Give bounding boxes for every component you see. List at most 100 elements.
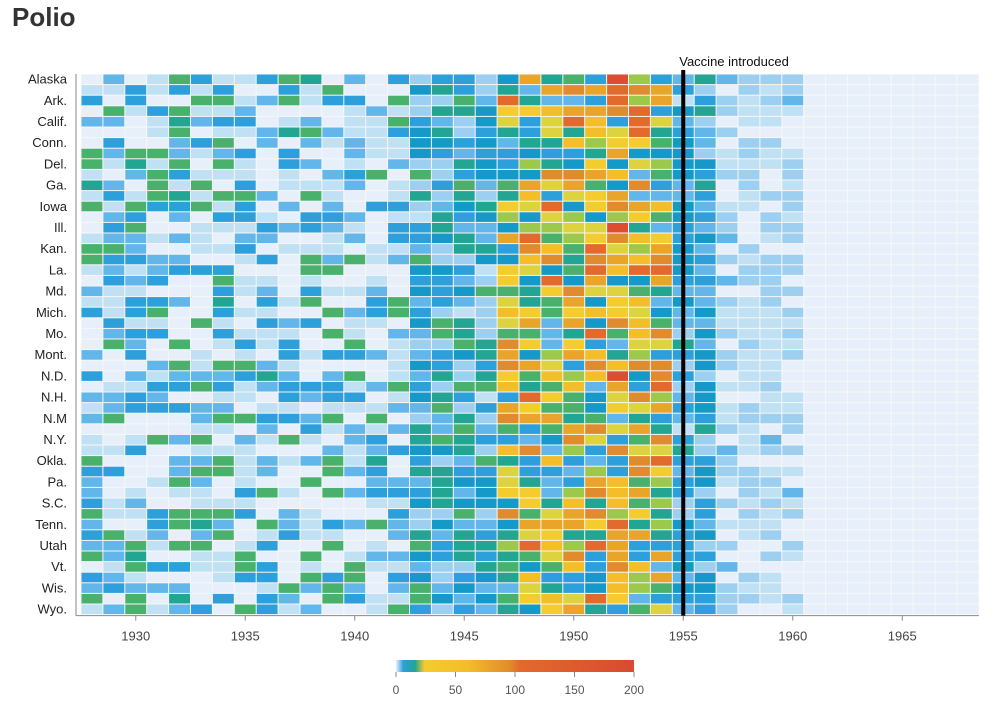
heatmap-cell [935, 254, 957, 265]
heatmap-cell [431, 487, 453, 498]
heatmap-cell [585, 297, 607, 307]
heatmap-cell [81, 116, 103, 127]
heatmap-cell [519, 572, 541, 583]
heatmap-cell [234, 509, 256, 519]
heatmap-cell [935, 212, 957, 222]
heatmap-cell [278, 392, 300, 403]
heatmap-cell [563, 95, 585, 106]
heatmap-cell [388, 456, 409, 466]
heatmap-cell [738, 413, 760, 424]
heatmap-cell [256, 275, 278, 286]
heatmap-cell [848, 297, 869, 307]
heatmap-cell [629, 318, 650, 328]
heatmap-cell [497, 371, 519, 381]
heatmap-cell [147, 233, 169, 244]
heatmap-cell [169, 180, 190, 191]
heatmap-cell [891, 328, 913, 339]
heatmap-cell [103, 583, 125, 593]
heatmap-cell [322, 244, 344, 254]
heatmap-cell [563, 413, 585, 424]
heatmap-cell [147, 307, 169, 318]
heatmap-cell [607, 169, 628, 180]
heatmap-cell [388, 562, 409, 572]
heatmap-cell [804, 222, 826, 233]
heatmap-cell [81, 392, 103, 403]
heatmap-cell [475, 180, 497, 191]
heatmap-cell [212, 222, 234, 233]
heatmap-cell [212, 307, 234, 318]
heatmap-cell [650, 360, 672, 371]
heatmap-cell [234, 244, 256, 254]
heatmap-cell [212, 138, 234, 148]
heatmap-cell [212, 350, 234, 360]
heatmap-cell [804, 116, 826, 127]
heatmap-cell [519, 212, 541, 222]
heatmap-cell [694, 456, 716, 466]
heatmap-cell [957, 180, 979, 191]
heatmap-cell [344, 381, 366, 392]
heatmap-cell [935, 424, 957, 434]
heatmap-cell [366, 477, 388, 487]
heatmap-cell [869, 360, 891, 371]
heatmap-cell [300, 191, 322, 201]
heatmap-cell [913, 254, 935, 265]
heatmap-cell [81, 477, 103, 487]
heatmap-cell [234, 328, 256, 339]
heatmap-cell [322, 233, 344, 244]
heatmap-cell [826, 74, 847, 85]
heatmap-cell [366, 191, 388, 201]
heatmap-cell [782, 116, 804, 127]
heatmap-cell [848, 233, 869, 244]
heatmap-cell [497, 275, 519, 286]
heatmap-cell [410, 434, 431, 445]
heatmap-cell [125, 328, 147, 339]
heatmap-cell [804, 85, 826, 95]
heatmap-cell [453, 106, 475, 116]
heatmap-cell [519, 540, 541, 551]
heatmap-cell [410, 487, 431, 498]
heatmap-cell [607, 371, 628, 381]
heatmap-cell [760, 328, 782, 339]
heatmap-cell [103, 339, 125, 350]
heatmap-cell [957, 318, 979, 328]
heatmap-cell [563, 286, 585, 297]
heatmap-cell [475, 403, 497, 413]
heatmap-cell [322, 572, 344, 583]
heatmap-cell [804, 127, 826, 138]
heatmap-cell [716, 106, 738, 116]
heatmap-cell [212, 159, 234, 169]
heatmap-cell [848, 127, 869, 138]
heatmap-cell [760, 297, 782, 307]
heatmap-cell [81, 212, 103, 222]
heatmap-cell [650, 233, 672, 244]
heatmap-cell [891, 604, 913, 615]
heatmap-cell [497, 116, 519, 127]
heatmap-cell [322, 392, 344, 403]
heatmap-cell [913, 551, 935, 562]
heatmap-cell [431, 244, 453, 254]
heatmap-cell [848, 381, 869, 392]
heatmap-cell [629, 127, 650, 138]
heatmap-cell [475, 244, 497, 254]
heatmap-cell [300, 254, 322, 265]
heatmap-cell [497, 106, 519, 116]
heatmap-cell [519, 148, 541, 159]
heatmap-cell [234, 286, 256, 297]
heatmap-cell [629, 191, 650, 201]
heatmap-cell [760, 265, 782, 275]
heatmap-cell [935, 148, 957, 159]
heatmap-cell [125, 381, 147, 392]
heatmap-cell [125, 360, 147, 371]
heatmap-cell [103, 307, 125, 318]
heatmap-cell [629, 466, 650, 477]
heatmap-cell [125, 233, 147, 244]
heatmap-cell [541, 265, 563, 275]
heatmap-cell [453, 604, 475, 615]
heatmap-cell [891, 116, 913, 127]
heatmap-cell [848, 85, 869, 95]
heatmap-cell [891, 106, 913, 116]
heatmap-cell [344, 254, 366, 265]
heatmap-cell [300, 85, 322, 95]
heatmap-cell [585, 371, 607, 381]
heatmap-cell [431, 403, 453, 413]
